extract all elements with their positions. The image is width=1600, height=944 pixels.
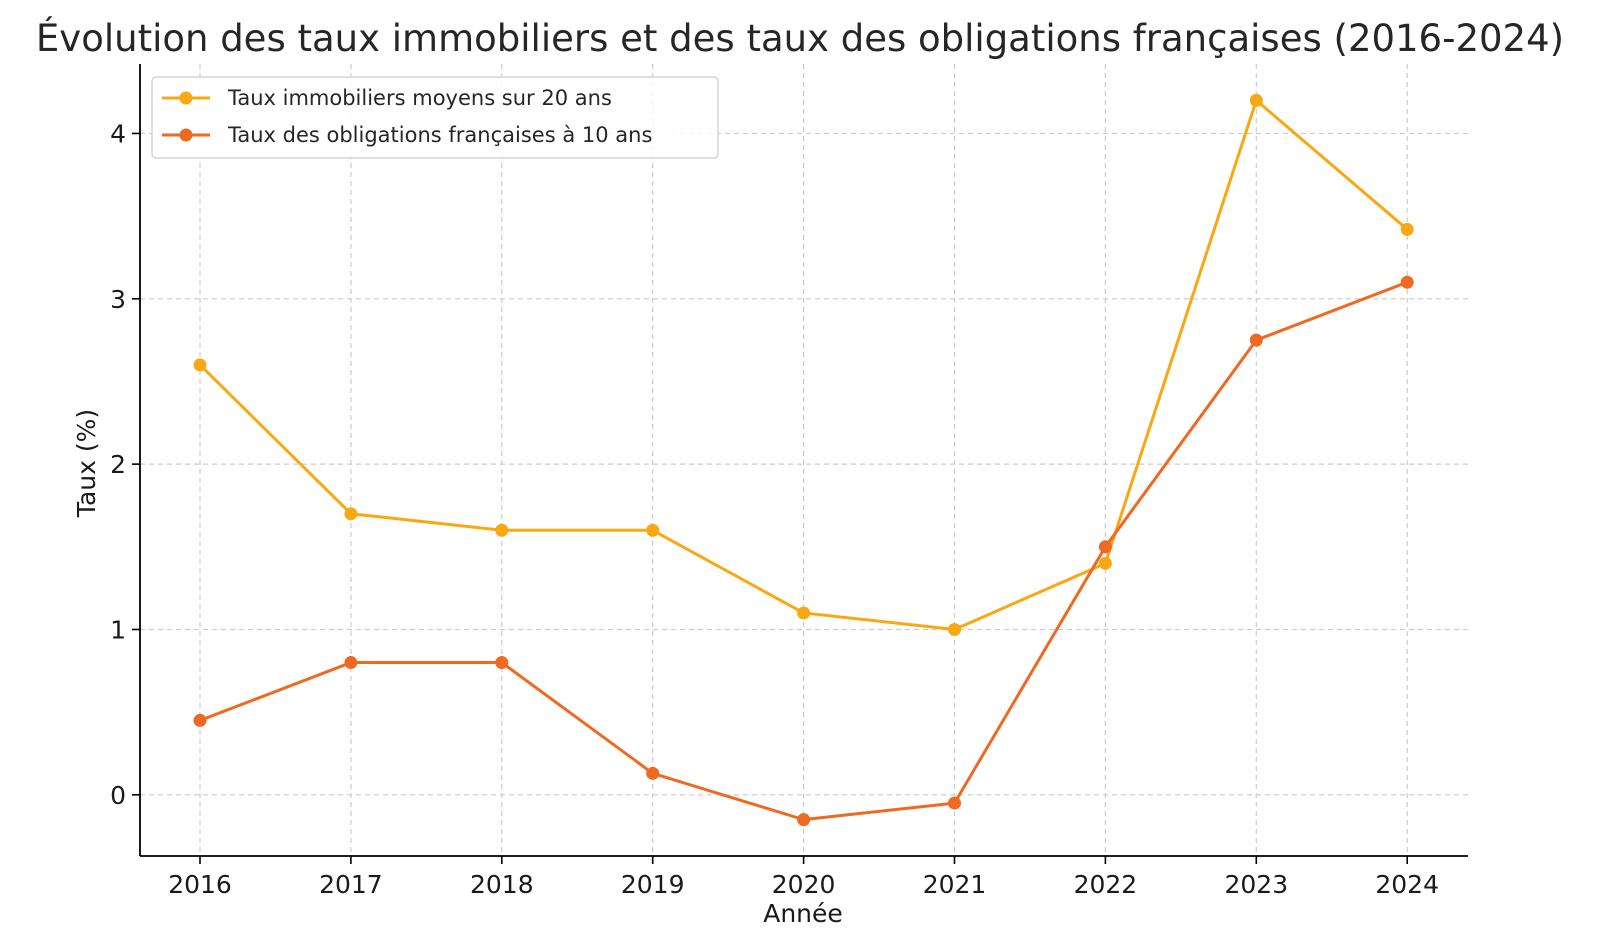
data-point-series-1 [1098,556,1112,570]
data-point-series-1 [1249,93,1263,107]
grid-layer [140,64,1468,856]
data-point-series-2 [193,713,207,727]
data-point-series-2 [344,656,358,670]
x-tick-label: 2020 [772,870,836,899]
y-axis-label: Taux (%) [72,409,101,518]
data-point-series-1 [948,622,961,636]
data-point-series-1 [344,507,358,521]
x-tick-label: 2019 [621,870,685,899]
data-point-series-1 [193,358,207,372]
x-tick-label: 2016 [168,870,232,899]
data-point-series-1 [1400,222,1414,236]
x-tick-label: 2023 [1224,870,1288,899]
data-point-series-2 [948,796,961,810]
y-tick-label: 0 [110,781,126,810]
legend-label: Taux des obligations françaises à 10 ans [227,123,652,147]
y-tick-label: 3 [110,285,126,314]
data-point-series-2 [797,813,811,827]
data-point-series-2 [495,656,509,670]
legend: Taux immobiliers moyens sur 20 ans Taux d… [151,76,719,159]
data-point-series-1 [646,523,660,537]
data-point-series-2 [1098,540,1112,554]
legend-box [151,76,719,159]
axes-layer: 2016 2017 2018 2019 2020 2021 2022 2023 2024 0 1 2 3… [110,64,1468,899]
legend-swatch-marker [179,91,193,105]
y-tick-label: 4 [110,119,126,148]
x-tick-label: 2017 [319,870,383,899]
series-layer [193,93,1414,827]
data-point-series-2 [1400,275,1414,289]
legend-swatch-marker [179,128,193,142]
x-axis-label: Année [763,899,843,928]
data-point-series-1 [495,523,509,537]
legend-label: Taux immobiliers moyens sur 20 ans [227,86,612,110]
x-tick-label: 2024 [1375,870,1439,899]
y-tick-label: 2 [110,450,126,479]
x-tick-label: 2018 [470,870,534,899]
data-point-series-2 [646,766,660,780]
x-tick-label: 2021 [923,870,987,899]
data-point-series-1 [797,606,811,620]
y-tick-label: 1 [110,615,126,644]
x-tick-label: 2022 [1074,870,1138,899]
chart-title: Évolution des taux immobiliers et des ta… [36,16,1564,60]
data-point-series-2 [1249,333,1263,347]
